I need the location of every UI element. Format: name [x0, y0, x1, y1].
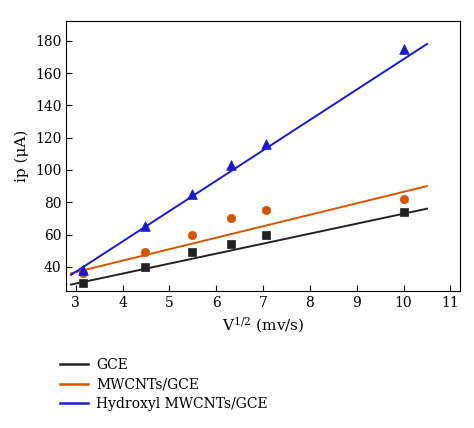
Point [80, 267, 87, 273]
Point [141, 223, 148, 230]
Point [263, 207, 270, 214]
Point [263, 231, 270, 238]
Legend: GCE, MWCNTs/GCE, Hydroxyl MWCNTs/GCE: GCE, MWCNTs/GCE, Hydroxyl MWCNTs/GCE [55, 353, 273, 417]
Point [228, 241, 235, 248]
X-axis label: V$^{1/2}$ (mv/s): V$^{1/2}$ (mv/s) [222, 315, 304, 335]
Point [400, 208, 407, 215]
Point [400, 196, 407, 202]
Point [263, 141, 270, 148]
Point [188, 249, 196, 256]
Point [80, 270, 87, 277]
Point [141, 249, 148, 256]
Point [80, 279, 87, 286]
Point [228, 215, 235, 222]
Point [188, 191, 196, 198]
Point [400, 45, 407, 52]
Y-axis label: ip (μA): ip (μA) [15, 130, 29, 182]
Point [188, 231, 196, 238]
Point [228, 162, 235, 169]
Point [141, 263, 148, 270]
